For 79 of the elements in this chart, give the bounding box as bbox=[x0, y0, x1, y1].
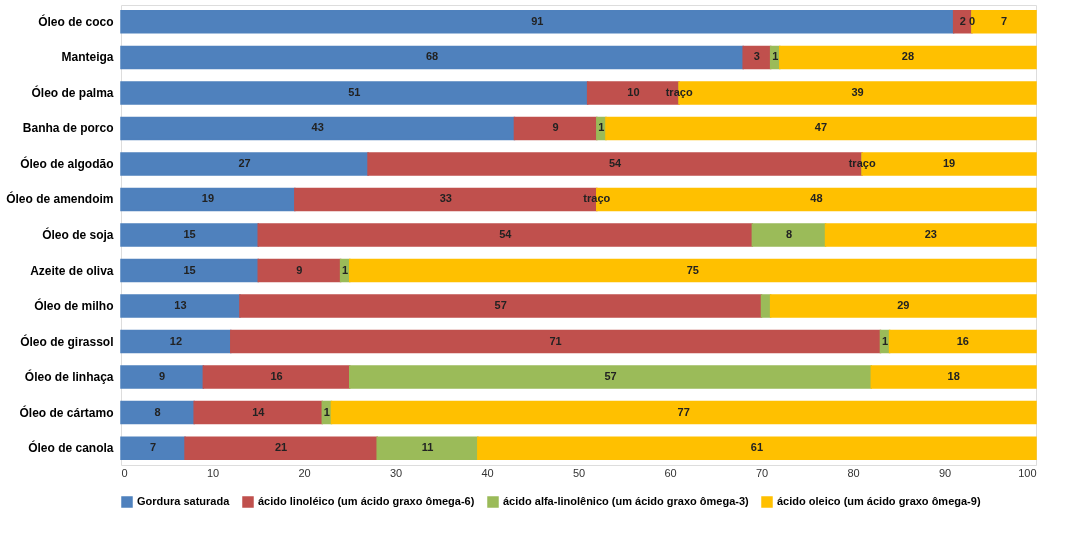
data-label: 13 bbox=[174, 299, 187, 312]
x-tick-label: 10 bbox=[206, 466, 220, 479]
data-label: 1 bbox=[323, 405, 330, 418]
x-tick-label: 20 bbox=[298, 466, 311, 479]
data-label: 7 bbox=[1000, 14, 1008, 27]
data-label: 75 bbox=[686, 263, 699, 276]
data-label: 1 bbox=[598, 121, 605, 134]
data-label: 14 bbox=[252, 405, 266, 418]
data-label: 21 bbox=[275, 441, 288, 454]
data-label: 15 bbox=[183, 263, 196, 276]
data-label: traço bbox=[665, 85, 693, 98]
legend-label: ácido alfa-linolênico (um ácido graxo ômega-3) bbox=[503, 495, 750, 507]
data-label: 28 bbox=[901, 50, 915, 63]
data-label: 8 bbox=[785, 228, 793, 240]
data-label: 61 bbox=[750, 441, 764, 454]
y-tick-label: Óleo de palma bbox=[31, 84, 114, 100]
data-label: 1 bbox=[342, 263, 349, 276]
legend-label: ácido linoléico (um ácido graxo ômega-6) bbox=[258, 495, 475, 507]
legend-label: Gordura saturada bbox=[137, 495, 231, 507]
data-label: 39 bbox=[851, 85, 864, 98]
data-label: 57 bbox=[494, 299, 507, 312]
data-label: 47 bbox=[814, 121, 828, 134]
data-label: 2 bbox=[959, 14, 966, 27]
data-label: 51 bbox=[348, 85, 361, 98]
data-label: 0 bbox=[968, 14, 976, 27]
x-tick-label: 80 bbox=[847, 466, 860, 479]
data-label: traço bbox=[583, 192, 611, 205]
x-tick-label: 30 bbox=[389, 466, 403, 479]
x-tick-label: 50 bbox=[572, 466, 586, 479]
data-label: 9 bbox=[159, 370, 166, 383]
data-label: 77 bbox=[677, 405, 690, 418]
y-tick-label: Banha de porco bbox=[22, 121, 114, 136]
y-tick-label: Óleo de canola bbox=[28, 440, 114, 456]
data-label: 3 bbox=[753, 50, 760, 63]
y-tick-label: Óleo de algodão bbox=[20, 155, 114, 171]
data-label: 11 bbox=[421, 441, 434, 454]
data-label: 54 bbox=[499, 228, 513, 240]
data-label: 19 bbox=[201, 192, 215, 205]
y-tick-label: Óleo de linhaça bbox=[24, 369, 114, 385]
data-label: 54 bbox=[608, 156, 623, 169]
data-label: 10 bbox=[627, 85, 640, 98]
data-label: 27 bbox=[238, 156, 251, 169]
data-label: traço bbox=[848, 156, 876, 169]
data-label: 15 bbox=[183, 228, 196, 240]
x-tick-label: 90 bbox=[938, 466, 952, 479]
data-label: 33 bbox=[439, 192, 452, 205]
data-label: 1 bbox=[772, 50, 779, 63]
y-tick-label: Óleo de amendoim bbox=[6, 191, 114, 207]
data-label: 71 bbox=[549, 334, 562, 347]
data-label: 29 bbox=[897, 299, 910, 312]
data-label: 16 bbox=[270, 370, 283, 383]
x-tick-label: 0 bbox=[121, 466, 128, 479]
y-tick-label: Óleo de milho bbox=[34, 298, 114, 314]
data-label: 9 bbox=[296, 263, 303, 276]
data-label: 18 bbox=[947, 370, 960, 383]
legend-label: ácido oleico (um ácido graxo ômega-9) bbox=[777, 495, 981, 507]
y-tick-label: Azeite de oliva bbox=[30, 263, 114, 278]
y-tick-label: Óleo de cártamo bbox=[19, 404, 114, 420]
data-label: 9 bbox=[552, 121, 559, 134]
data-label: 8 bbox=[154, 405, 161, 418]
y-tick-label: Óleo de girassol bbox=[20, 333, 114, 349]
x-tick-label: 60 bbox=[664, 466, 677, 479]
data-label: 1 bbox=[881, 334, 889, 347]
data-label: 23 bbox=[924, 228, 937, 240]
data-label: 19 bbox=[942, 156, 956, 169]
data-label: 43 bbox=[311, 121, 324, 134]
y-tick-label: Óleo de coco bbox=[38, 13, 114, 29]
data-label: 91 bbox=[531, 14, 544, 27]
data-label: 57 bbox=[604, 370, 617, 383]
data-label: 7 bbox=[149, 441, 157, 454]
x-tick-label: 100 bbox=[1018, 466, 1037, 479]
y-tick-label: Manteiga bbox=[61, 50, 114, 65]
y-tick-label: Óleo de soja bbox=[42, 227, 114, 242]
x-tick-label: 70 bbox=[755, 466, 769, 479]
x-tick-label: 40 bbox=[481, 466, 494, 479]
data-label: 48 bbox=[810, 192, 823, 205]
data-label: 68 bbox=[425, 50, 439, 63]
data-label: 12 bbox=[169, 334, 183, 347]
data-label: 16 bbox=[956, 334, 969, 347]
